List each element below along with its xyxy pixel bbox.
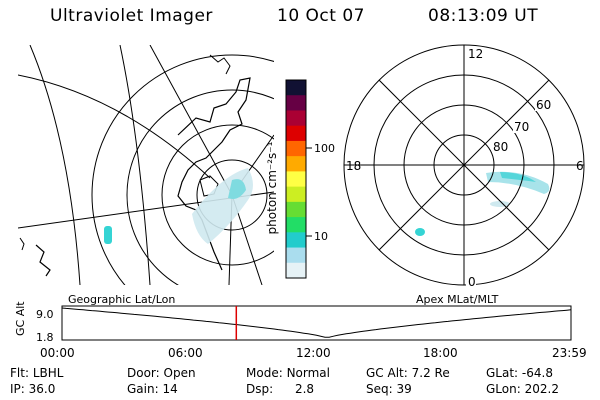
timeline-panel: Geographic Lat/Lon Apex MLat/MLT GC Alt … (14, 293, 587, 360)
geo-map-caption: Geographic Lat/Lon (68, 293, 175, 306)
timeline-x-label: 18:00 (423, 346, 458, 360)
label-bg (513, 120, 531, 133)
mlt-label-0: 0 (468, 275, 476, 289)
timeline-x-label: 23:59 (552, 346, 587, 360)
coastline (35, 244, 51, 277)
lat-label-80: 80 (493, 140, 508, 154)
polar-diagonal (378, 79, 550, 251)
colorbar-swatch (286, 262, 306, 279)
colorbar-swatch (286, 171, 306, 188)
colorbar-swatch (286, 125, 306, 142)
gcalt-value: 7.2 Re (411, 366, 450, 380)
dsp-value: 2.8 (294, 382, 315, 396)
colorbar-swatch (286, 140, 306, 157)
status-gain: Gain: 14 (127, 382, 178, 396)
status-door: Door: Open (127, 366, 196, 380)
status-glat: GLat: -64.8 (486, 366, 553, 380)
aurora-spot (415, 228, 425, 236)
glon-value: 202.2 (524, 382, 559, 396)
glat-value: -64.8 (521, 366, 553, 380)
door-label: Door: (127, 366, 160, 380)
map-latitude-line (18, 74, 211, 179)
colorbar-tick-label-100: 100 (314, 142, 335, 155)
gain-value: 14 (162, 382, 178, 396)
glat-label: GLat: (486, 366, 519, 380)
glon-label: GLon: (486, 382, 521, 396)
filter-value: LBHL (32, 366, 64, 380)
instrument-title: Ultraviolet Imager (50, 6, 213, 26)
map-latitude-circle (91, 54, 274, 285)
date-label: 10 Oct 07 (277, 6, 365, 26)
colorbar-swatch (286, 95, 306, 112)
seq-value: 39 (396, 382, 412, 396)
lat-label-70: 70 (514, 120, 529, 134)
ip-label: IP: (10, 382, 25, 396)
mlt-label-6: 6 (576, 159, 584, 173)
colorbar-swatch (286, 156, 306, 172)
mlt-label-12: 12 (468, 47, 483, 61)
colorbar-frame (285, 79, 307, 279)
colorbar: 100 10 photon cm⁻²s⁻¹ (265, 79, 335, 279)
label-bg (466, 276, 476, 288)
map-latitude-circle (196, 159, 268, 231)
colorbar-swatch (286, 80, 306, 96)
colorbar-swatch (286, 217, 306, 233)
mode-label: Mode: (246, 366, 283, 380)
label-bg (492, 140, 510, 153)
colorbar-unit-label: photon cm⁻²s⁻¹ (265, 141, 279, 234)
colorbar-swatch (286, 201, 306, 218)
polar-plot: 12 0 18 6 60 70 80 (343, 44, 585, 289)
aurora-emission (228, 179, 246, 199)
map-latitude-circle (161, 124, 274, 266)
map-longitude-line (119, 45, 151, 285)
mlt-label-18: 18 (346, 159, 361, 173)
status-dsp: Dsp: 2.8 (246, 382, 314, 396)
colorbar-swatch (286, 186, 306, 203)
filter-label: Flt: (10, 366, 29, 380)
status-seq: Seq: 39 (366, 382, 412, 396)
colorbar-tick-label-10: 10 (314, 230, 328, 243)
geographic-map (18, 45, 274, 285)
polar-caption: Apex MLat/MLT (416, 293, 499, 306)
aurora-spot (490, 201, 510, 207)
timeline-x-label: 12:00 (296, 346, 331, 360)
coastline (19, 237, 25, 251)
aurora-oval (500, 172, 536, 182)
timeline-y-label-min: 1.8 (36, 331, 54, 344)
time-label: 08:13:09 UT (428, 6, 539, 26)
gain-label: Gain: (127, 382, 159, 396)
label-bg (535, 98, 553, 111)
status-mode: Mode: Normal (246, 366, 330, 380)
map-meridian (149, 45, 233, 196)
timeline-y-label-max: 9.0 (36, 308, 54, 321)
aurora-emission (104, 226, 112, 244)
colorbar-swatch (286, 247, 306, 264)
seq-label: Seq: (366, 382, 393, 396)
coastline (209, 54, 231, 75)
map-longitude-line (29, 45, 81, 285)
colorbar-swatch (286, 232, 306, 249)
timeline-x-label: 06:00 (168, 346, 203, 360)
status-glon: GLon: 202.2 (486, 382, 559, 396)
ip-value: 36.0 (28, 382, 56, 396)
timeline-x-label: 00:00 (40, 346, 75, 360)
gcalt-label: GC Alt: (366, 366, 408, 380)
timeline-frame (61, 305, 572, 341)
colorbar-swatches (286, 80, 306, 279)
colorbar-swatch (286, 110, 306, 127)
status-ip: IP: 36.0 (10, 382, 55, 396)
timeline-axis-label: GC Alt (14, 301, 27, 336)
status-gcalt: GC Alt: 7.2 Re (366, 366, 450, 380)
dsp-label: Dsp: (246, 382, 274, 396)
door-value: Open (163, 366, 196, 380)
orbit-altitude-curve (61, 307, 572, 338)
label-bg (466, 47, 482, 60)
lat-label-60: 60 (536, 98, 551, 112)
status-filter: Flt: LBHL (10, 366, 63, 380)
map-latitude-circle (126, 89, 274, 285)
mode-value: Normal (286, 366, 330, 380)
